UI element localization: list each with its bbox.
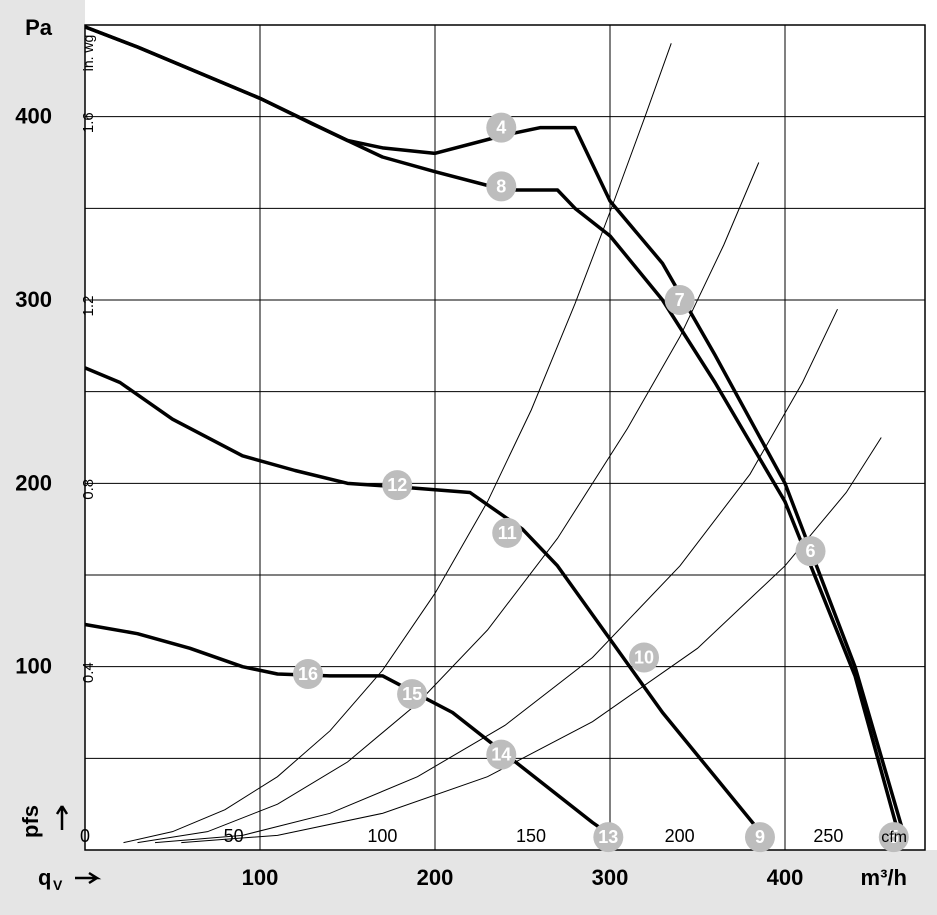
svg-text:100: 100 xyxy=(15,654,52,679)
svg-text:9: 9 xyxy=(755,827,765,847)
svg-text:300: 300 xyxy=(15,287,52,312)
svg-text:8: 8 xyxy=(496,176,506,196)
svg-text:q: q xyxy=(38,865,51,890)
svg-text:250: 250 xyxy=(813,826,843,846)
svg-text:10: 10 xyxy=(634,648,654,668)
svg-text:0.8: 0.8 xyxy=(80,479,97,500)
svg-text:0.4: 0.4 xyxy=(80,662,97,683)
svg-text:100: 100 xyxy=(242,865,279,890)
svg-text:11: 11 xyxy=(498,523,517,543)
svg-text:Pa: Pa xyxy=(25,15,53,40)
svg-text:m³/h: m³/h xyxy=(861,865,907,890)
svg-text:7: 7 xyxy=(675,290,685,310)
svg-text:pfs: pfs xyxy=(18,805,43,838)
svg-text:6: 6 xyxy=(806,541,816,561)
svg-text:in. wg: in. wg xyxy=(80,35,96,72)
svg-text:V: V xyxy=(53,877,63,893)
svg-text:1.6: 1.6 xyxy=(80,112,97,133)
svg-text:100: 100 xyxy=(367,826,397,846)
svg-text:13: 13 xyxy=(598,827,618,847)
svg-text:400: 400 xyxy=(15,104,52,129)
svg-text:15: 15 xyxy=(402,684,422,704)
svg-text:16: 16 xyxy=(298,664,318,684)
svg-text:400: 400 xyxy=(767,865,804,890)
svg-text:12: 12 xyxy=(387,475,407,495)
svg-text:200: 200 xyxy=(417,865,454,890)
svg-text:200: 200 xyxy=(665,826,695,846)
svg-text:150: 150 xyxy=(516,826,546,846)
svg-text:1.2: 1.2 xyxy=(80,296,97,317)
svg-text:cfm: cfm xyxy=(881,829,907,846)
svg-text:50: 50 xyxy=(224,826,244,846)
svg-text:300: 300 xyxy=(592,865,629,890)
fan-curve-chart: 48765121110916151413050100150200250cfm10… xyxy=(0,0,937,915)
svg-text:14: 14 xyxy=(491,745,511,765)
svg-text:0: 0 xyxy=(80,826,90,846)
svg-text:200: 200 xyxy=(15,470,52,495)
svg-text:4: 4 xyxy=(496,118,506,138)
